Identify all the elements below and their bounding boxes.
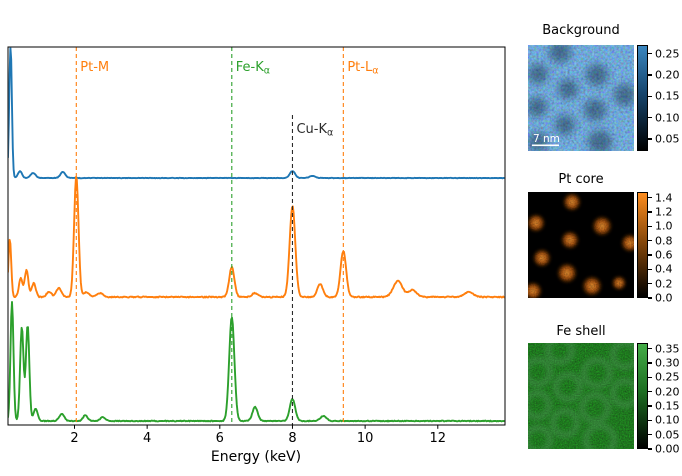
colorbar-tick-label: 0.6: [655, 248, 673, 262]
pt-core-map-image: [528, 192, 634, 298]
colorbar-tick-mark: [648, 362, 652, 364]
colorbar-tick-label: 0.2: [655, 277, 673, 291]
colorbar-tick-mark: [648, 225, 652, 227]
pt-core-colorbar: [637, 192, 648, 298]
colorbar-tick-mark: [648, 254, 652, 256]
colorbar-tick-mark: [648, 391, 652, 393]
colorbar-tick-mark: [648, 297, 652, 299]
emission-line-label: Pt-M: [80, 60, 109, 75]
colorbar-tick-mark: [648, 52, 652, 55]
colorbar-tick-label: 0.10: [655, 111, 680, 125]
colorbar-tick-mark: [648, 197, 652, 199]
colorbar-tick-label: 0.15: [655, 89, 680, 103]
emission-line-label: Fe-Kα: [236, 60, 270, 77]
spectrum-background: [8, 47, 505, 180]
panel-title-fe-shell: Fe shell: [556, 324, 606, 339]
colorbar-tick-mark: [648, 448, 652, 450]
background-map-image: 7 nm: [528, 45, 634, 151]
colorbar-tick-mark: [648, 376, 652, 378]
plot-frame: [7, 46, 506, 426]
colorbar-tick-mark: [648, 419, 652, 421]
colorbar-tick-mark: [648, 138, 652, 140]
colorbar-tick-label: 0.30: [655, 356, 680, 370]
background-colorbar: [637, 45, 648, 151]
spectrum-pt-core: [8, 175, 505, 299]
x-tick-label: 12: [430, 431, 447, 446]
panel-title-background: Background: [542, 23, 620, 38]
colorbar-tick-mark: [648, 434, 652, 436]
colorbar-tick-label: 1.2: [655, 205, 673, 219]
x-tick-label: 2: [70, 431, 78, 446]
colorbar-tick-mark: [648, 240, 652, 242]
spectrum-fe-shell: [8, 301, 505, 423]
fe-shell-map-image: [528, 343, 634, 449]
spectra-plot: Pt-M Fe-Kα Cu-Kα Pt-Lα 2 4 6 8 10 12 Energy (keV): [7, 46, 506, 465]
colorbar-tick-label: 0.15: [655, 399, 680, 413]
x-tick-label: 10: [357, 431, 374, 446]
scalebar-label: 7 nm: [533, 133, 560, 145]
x-tick-label: 6: [216, 431, 224, 446]
colorbar-tick-label: 0.25: [655, 370, 680, 384]
colorbar-tick-mark: [648, 405, 652, 407]
colorbar-tick-label: 0.25: [655, 47, 680, 61]
colorbar-tick-label: 1.4: [655, 191, 673, 205]
colorbar-tick-mark: [648, 95, 652, 97]
colorbar-tick-label: 0.10: [655, 413, 680, 427]
colorbar-tick-label: 0.05: [655, 132, 680, 146]
panel-title-pt-core: Pt core: [558, 172, 604, 187]
colorbar-tick-label: 1.0: [655, 219, 673, 233]
x-tick-label: 8: [288, 431, 296, 446]
colorbar-tick-label: 0.35: [655, 342, 680, 356]
scalebar-line: [532, 144, 559, 147]
fe-shell-colorbar: [637, 343, 648, 449]
colorbar-tick-label: 0.0: [655, 291, 673, 305]
colorbar-tick-mark: [648, 117, 652, 119]
x-tick-label: 4: [143, 431, 151, 446]
colorbar-tick-label: 0.20: [655, 68, 680, 82]
colorbar-tick-mark: [648, 211, 652, 213]
colorbar-tick-label: 0.05: [655, 428, 680, 442]
x-axis-label: Energy (keV): [211, 449, 301, 465]
colorbar-tick-mark: [648, 268, 652, 270]
colorbar-tick-label: 0.00: [655, 442, 680, 456]
colorbar-tick-label: 0.20: [655, 385, 680, 399]
background-dark-patches: [528, 45, 634, 151]
colorbar-tick-mark: [648, 74, 652, 76]
colorbar-tick-label: 0.8: [655, 234, 673, 248]
colorbar-tick-mark: [648, 283, 652, 285]
scalebar: 7 nm: [532, 133, 560, 147]
emission-line-label: Pt-Lα: [347, 60, 378, 77]
emission-line-label: Cu-Kα: [296, 122, 333, 139]
colorbar-tick-mark: [648, 348, 652, 350]
colorbar-tick-label: 0.4: [655, 262, 673, 276]
